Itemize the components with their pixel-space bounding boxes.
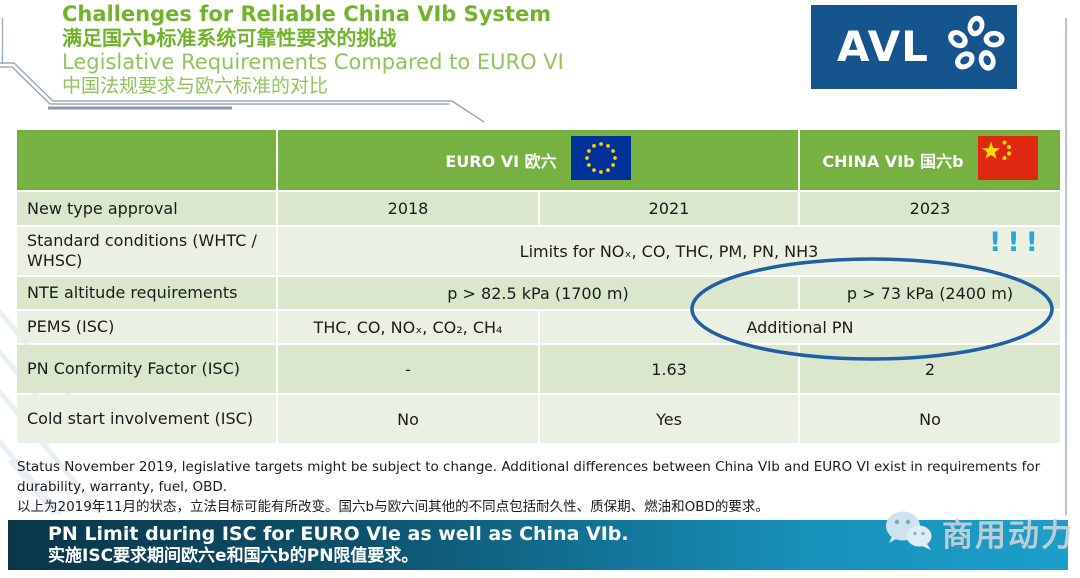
value-cold-start-china: No	[800, 395, 1060, 443]
header-empty-cell	[17, 130, 276, 190]
wechat-icon	[884, 508, 934, 556]
bottom-bar-english: PN Limit during ISC for EURO VIe as well…	[48, 523, 629, 545]
title-english: Challenges for Reliable China VIb System	[62, 2, 552, 26]
slide-title-block: Challenges for Reliable China VIb System…	[62, 2, 564, 98]
limits-text: Limits for NOₓ, CO, THC, PM, PN, NH3	[519, 241, 819, 261]
value-new-type-approval-china: 2023	[800, 192, 1060, 225]
value-new-type-approval-euro-2018: 2018	[278, 192, 538, 225]
subtitle-chinese: 中国法规要求与欧六标准的对比	[62, 75, 329, 98]
eu-flag-icon	[570, 136, 631, 184]
watermark-text: 商用动力	[942, 517, 1074, 554]
wechat-watermark: 商用动力	[884, 508, 1074, 556]
row-label-nte-altitude: NTE altitude requirements	[17, 277, 276, 309]
value-pn-cf-euro-a: -	[278, 345, 538, 393]
header-china-vib: CHINA VIb 国六b	[800, 130, 1060, 190]
value-nte-china: p > 73 kPa (2400 m)	[800, 277, 1060, 309]
footnotes: Status November 2019, legislative target…	[17, 458, 1063, 518]
row-label-standard-conditions: Standard conditions (WHTC / WHSC)	[17, 227, 276, 275]
header-euro-vi: EURO VI 欧六	[278, 130, 798, 190]
row-label-new-type-approval: New type approval	[17, 192, 276, 225]
row-label-pn-conformity: PN Conformity Factor (ISC)	[17, 345, 276, 393]
bottom-bar-chinese: 实施ISC要求期间欧六e和国六b的PN限值要求。	[48, 545, 419, 566]
alert-exclamations: !!!	[989, 227, 1044, 258]
row-label-pems-isc: PEMS (ISC)	[17, 311, 276, 343]
value-new-type-approval-euro-2021: 2021	[540, 192, 798, 225]
header-euro-label: EURO VI 欧六	[445, 152, 557, 171]
value-nte-euro: p > 82.5 kPa (1700 m)	[278, 277, 798, 309]
avl-logo-text: AVL	[837, 22, 929, 71]
value-cold-start-euro-a: No	[278, 395, 538, 443]
value-pems-additional-pn: Additional PN	[540, 311, 1060, 343]
avl-pinwheel-icon	[945, 14, 1007, 80]
row-label-cold-start: Cold start involvement (ISC)	[17, 395, 276, 443]
title-chinese: 满足国六b标准系统可靠性要求的挑战	[62, 25, 397, 50]
china-flag-icon	[977, 136, 1038, 184]
footnote-english: Status November 2019, legislative target…	[17, 459, 1041, 495]
comparison-table: EURO VI 欧六 CHINA VIb 国六b	[17, 130, 1060, 443]
footnote-chinese: 以上为2019年11月的状态，立法目标可能有所改变。国六b与欧六间其他的不同点包…	[17, 499, 769, 516]
value-cold-start-euro-b: Yes	[540, 395, 798, 443]
value-standard-conditions-limits: Limits for NOₓ, CO, THC, PM, PN, NH3 !!!	[278, 227, 1060, 275]
value-pn-cf-china: 2	[800, 345, 1060, 393]
header-china-label: CHINA VIb 国六b	[822, 152, 964, 171]
avl-logo: AVL	[811, 5, 1017, 89]
value-pems-euro: THC, CO, NOₓ, CO₂, CH₄	[278, 311, 538, 343]
subtitle-english: Legislative Requirements Compared to EUR…	[62, 50, 564, 75]
value-pn-cf-euro-b: 1.63	[540, 345, 798, 393]
